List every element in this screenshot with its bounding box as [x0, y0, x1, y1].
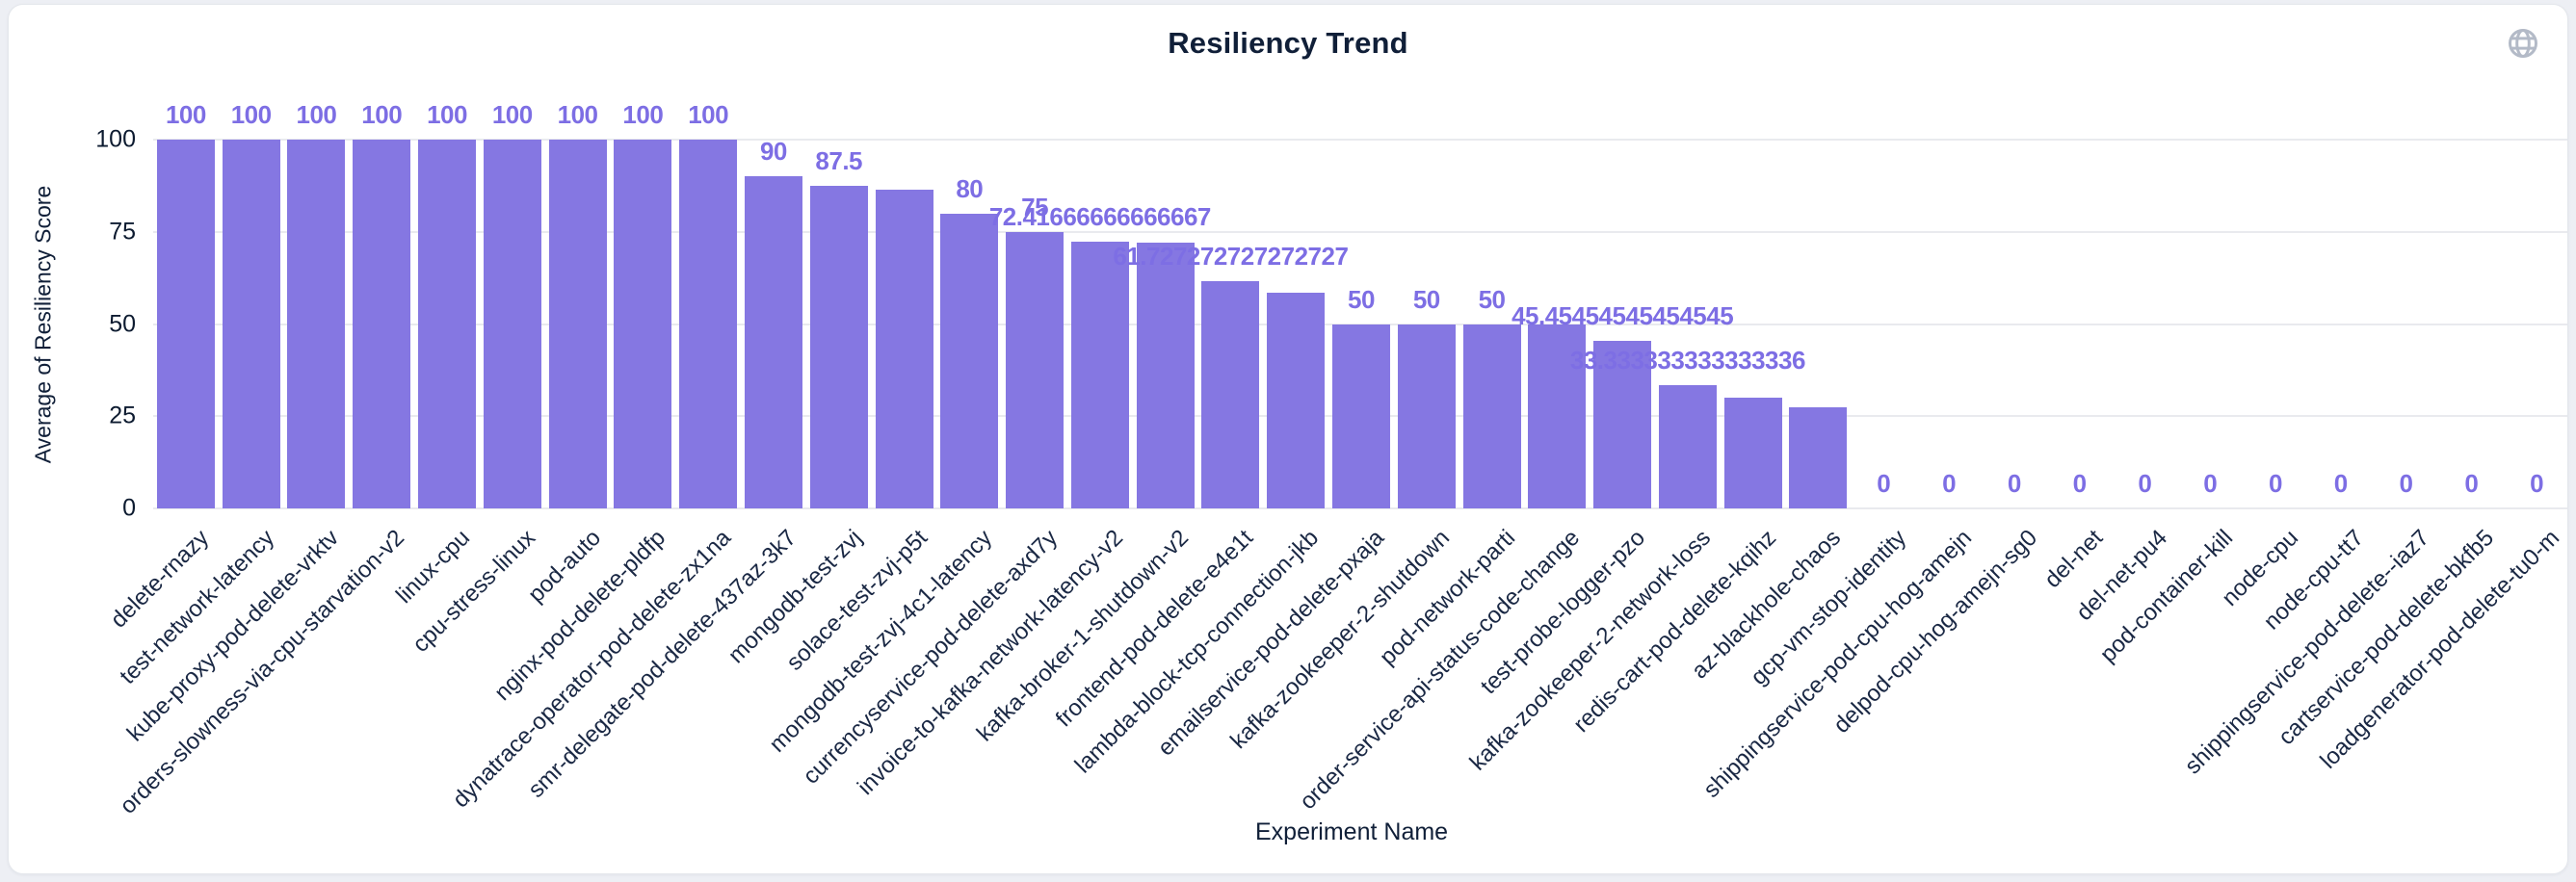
bar-kafka-zookeeper-2-network-loss[interactable]: [1658, 385, 1717, 508]
bar-value-label: 100: [491, 100, 533, 129]
bar-value-label: 0: [2268, 469, 2282, 498]
bar-value-label: 100: [230, 100, 272, 129]
bar-kafka-zookeeper-2-shutdown[interactable]: [1397, 324, 1456, 508]
bar-value-label: 50: [1348, 284, 1375, 314]
y-axis-tick-label: 50: [109, 310, 136, 337]
chart-card: Resiliency Trend Average of Resiliency S…: [8, 4, 2568, 874]
gridline-y-100: [153, 139, 2567, 141]
bar-mongodb-test-zvj[interactable]: [809, 185, 868, 508]
bar-value-label: 0: [2007, 469, 2021, 498]
bar-order-service-api-status-code-change[interactable]: [1528, 324, 1587, 508]
bar-value-label: 100: [165, 100, 206, 129]
bar-value-label: 100: [361, 100, 403, 129]
bar-value-label: 72.41666666666667: [988, 201, 1212, 231]
bar-value-label: 100: [557, 100, 598, 129]
bar-value-label: 0: [2203, 469, 2218, 498]
bar-test-network-latency[interactable]: [222, 140, 280, 508]
bar-cpu-stress-linux[interactable]: [483, 140, 541, 508]
bar-value-label: 100: [427, 100, 467, 129]
x-axis-label: kafka-zookeeper-2-network-loss: [1464, 525, 1716, 776]
bar-solace-test-zvj-p5t[interactable]: [875, 190, 933, 508]
bar-nginx-pod-delete-pldfp[interactable]: [614, 140, 672, 508]
bar-dynatrace-operator-pod-delete-zx1na[interactable]: [679, 140, 738, 508]
chart-title: Resiliency Trend: [1168, 26, 1408, 60]
globe-icon: [2509, 29, 2537, 58]
bar-value-label: 100: [296, 100, 337, 129]
bar-kube-proxy-pod-delete-vrktv[interactable]: [287, 140, 346, 508]
bar-value-label: 33.333333333333336: [1569, 346, 1806, 376]
x-axis-title: Experiment Name: [1255, 818, 1449, 845]
y-axis-tick-label: 100: [95, 125, 136, 153]
bar-value-label: 50: [1412, 284, 1440, 314]
bar-value-label: 0: [2530, 469, 2544, 498]
bar-emailservice-pod-delete-pxaja[interactable]: [1332, 324, 1390, 508]
bar-value-label: 0: [2072, 469, 2087, 498]
x-axis-label: loadgenerator-pod-delete-tu0-m: [2315, 525, 2565, 774]
bar-value-label: 61.727272727272727: [1113, 241, 1349, 271]
bar-pod-network-parti[interactable]: [1462, 324, 1521, 508]
bar-value-label: 0: [2333, 469, 2348, 498]
bar-value-label: 80: [956, 173, 984, 203]
bar-mongodb-test-zvj-4c1-latency[interactable]: [940, 213, 999, 508]
bar-value-label: 50: [1478, 284, 1506, 314]
y-axis-tick-label: 25: [109, 402, 136, 429]
bar-pod-auto[interactable]: [548, 140, 607, 508]
bar-value-label: 0: [2399, 469, 2413, 498]
bar-lambda-block-tcp-connection-jkb[interactable]: [1267, 293, 1326, 508]
bar-az-blackhole-chaos[interactable]: [1789, 407, 1848, 508]
bar-value-label: 90: [759, 137, 787, 167]
bar-value-label: 0: [1877, 469, 1891, 498]
bar-test-probe-logger-pzo[interactable]: [1593, 340, 1652, 508]
bar-value-label: 100: [688, 100, 729, 129]
bar-value-label: 0: [1942, 469, 1957, 498]
bar-frontend-pod-delete-e4e1t[interactable]: [1201, 280, 1260, 508]
bar-value-label: 75: [1021, 192, 1049, 221]
bar-smr-delegate-pod-delete-437az-3k7[interactable]: [744, 176, 802, 508]
bar-delete-rnazy[interactable]: [156, 140, 215, 508]
bar-value-label: 0: [2138, 469, 2152, 498]
bar-value-label: 0: [2464, 469, 2479, 498]
bar-redis-cart-pod-delete-kqihz[interactable]: [1723, 398, 1782, 508]
bar-currencyservice-pod-delete-axd7y[interactable]: [1006, 231, 1065, 508]
bar-kafka-broker-1-shutdown-v2[interactable]: [1136, 242, 1195, 508]
bar-value-label: 100: [622, 100, 664, 129]
bar-orders-slowness-via-cpu-starvation-v2[interactable]: [353, 140, 411, 508]
bar-invoice-to-kafka-network-latency-v2[interactable]: [1070, 241, 1129, 508]
gridline-y-75: [153, 230, 2567, 233]
gridline-y-0: [153, 507, 2567, 509]
y-axis-tick-label: 75: [109, 218, 136, 246]
bar-value-label: 45.45454545454545: [1511, 300, 1734, 330]
bar-value-label: 87.5: [815, 145, 863, 175]
y-axis-tick-label: 0: [122, 494, 136, 522]
bar-linux-cpu[interactable]: [418, 140, 477, 508]
